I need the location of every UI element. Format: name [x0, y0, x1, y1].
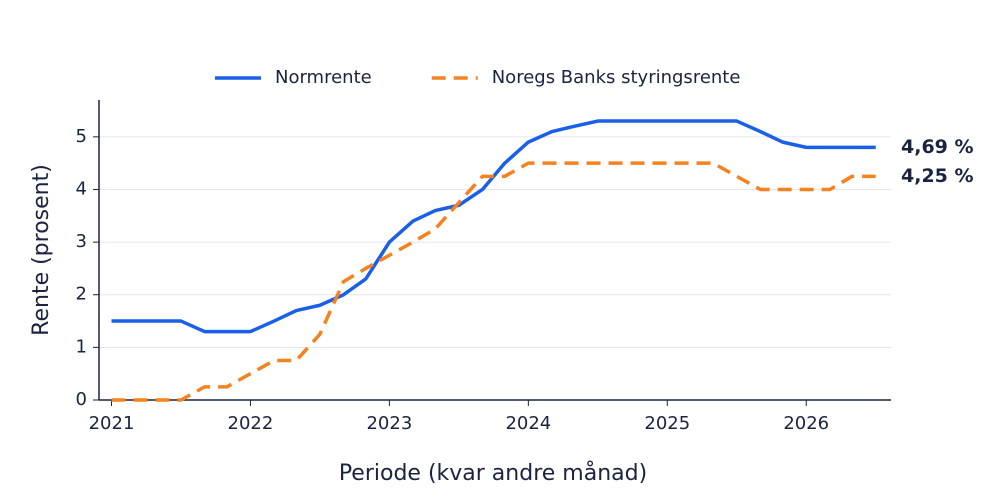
- end-label: 4,69 %: [901, 136, 974, 158]
- x-tick-label: 2022: [228, 413, 274, 434]
- y-tick-label: 0: [76, 389, 87, 410]
- y-tick-label: 3: [76, 231, 87, 252]
- legend-label: Normrente: [275, 67, 372, 88]
- end-label: 4,25 %: [901, 165, 974, 187]
- series-line: [111, 161, 876, 402]
- x-tick-label: 2023: [366, 413, 412, 434]
- x-axis-label: Periode (kvar andre månad): [339, 460, 647, 486]
- y-tick-label: 2: [76, 284, 87, 305]
- y-axis-label: Rente (prosent): [29, 164, 54, 336]
- y-tick-label: 1: [76, 336, 87, 357]
- x-tick-label: 2024: [505, 413, 551, 434]
- series-line: [111, 119, 876, 334]
- x-tick-label: 2021: [89, 413, 135, 434]
- y-tick-label: 4: [76, 178, 87, 199]
- x-tick-label: 2025: [644, 413, 690, 434]
- x-tick-label: 2026: [783, 413, 829, 434]
- legend-label: Noregs Banks styringsrente: [492, 67, 741, 88]
- y-tick-label: 5: [76, 126, 87, 147]
